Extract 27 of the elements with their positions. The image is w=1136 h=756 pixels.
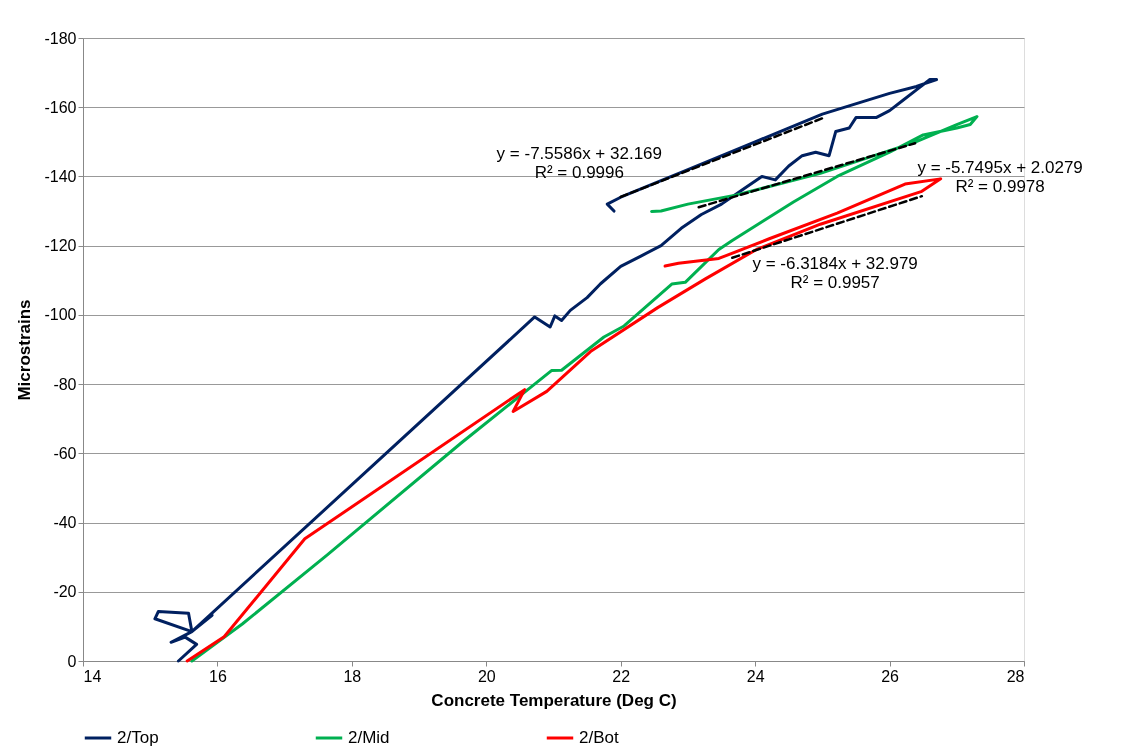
annotation: y = -7.5586x + 32.169 R² = 0.9996 (496, 143, 663, 182)
x-tick-label: 20 (477, 667, 496, 685)
y-tick-label: -120 (44, 237, 77, 255)
y-tick-label: 0 (67, 652, 77, 670)
legend-label: 2/Mid (348, 728, 390, 747)
y-tick-label: -180 (44, 29, 77, 47)
x-tick-label: 28 (1006, 667, 1025, 685)
x-axis-title: Concrete Temperature (Deg C) (431, 690, 677, 710)
x-tick-label: 18 (343, 667, 362, 685)
x-tick-label: 14 (83, 667, 102, 685)
line-series (185, 177, 943, 663)
y-tick-label: -40 (53, 514, 77, 532)
y-tick-label: -160 (44, 98, 77, 116)
x-tick-label: 24 (746, 667, 765, 685)
x-tick-label: 16 (209, 667, 227, 685)
y-tick-label: -80 (53, 375, 77, 393)
x-tick-label: 26 (881, 667, 900, 685)
y-tick-label: -100 (44, 306, 77, 324)
legend-label: 2/Top (117, 728, 159, 747)
y-tick-label: -20 (53, 583, 77, 601)
y-tick-label: -140 (44, 167, 77, 185)
annotation: y = -5.7495x + 2.0279 R² = 0.9978 (917, 158, 1083, 197)
y-tick-label: -60 (53, 444, 77, 462)
y-axis-title: Microstrains (15, 299, 35, 401)
annotation: y = -6.3184x + 32.979 R² = 0.9957 (752, 254, 918, 293)
legend-label: 2/Bot (579, 728, 619, 747)
x-tick-label: 22 (612, 667, 631, 685)
